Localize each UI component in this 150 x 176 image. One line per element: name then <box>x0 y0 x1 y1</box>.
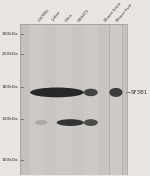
Bar <box>44 24 57 175</box>
Text: Mouse liver: Mouse liver <box>116 2 133 22</box>
Text: NIH/3T3: NIH/3T3 <box>77 8 90 22</box>
Ellipse shape <box>109 88 123 97</box>
Text: Mouse brain: Mouse brain <box>103 1 122 22</box>
Ellipse shape <box>84 89 98 96</box>
Ellipse shape <box>35 120 47 125</box>
Text: 300kDa: 300kDa <box>1 32 18 36</box>
Bar <box>109 24 123 175</box>
Bar <box>30 24 44 175</box>
Bar <box>71 24 84 175</box>
Text: 250kDa: 250kDa <box>1 52 18 56</box>
Text: 100kDa: 100kDa <box>1 158 18 162</box>
Text: 180kDa: 180kDa <box>1 85 18 89</box>
Text: SF3B1: SF3B1 <box>131 90 148 95</box>
Ellipse shape <box>84 119 98 126</box>
Ellipse shape <box>57 119 84 126</box>
Bar <box>57 24 71 175</box>
Bar <box>98 24 109 175</box>
Bar <box>122 24 123 175</box>
Bar <box>20 24 127 175</box>
Text: 130kDa: 130kDa <box>1 117 18 121</box>
Ellipse shape <box>30 87 84 97</box>
Text: Jurkat: Jurkat <box>51 11 61 22</box>
Bar <box>20 24 127 175</box>
Bar <box>109 24 110 175</box>
Text: U-87MG: U-87MG <box>37 8 50 22</box>
Text: HeLa: HeLa <box>64 12 73 22</box>
Bar <box>84 24 98 175</box>
